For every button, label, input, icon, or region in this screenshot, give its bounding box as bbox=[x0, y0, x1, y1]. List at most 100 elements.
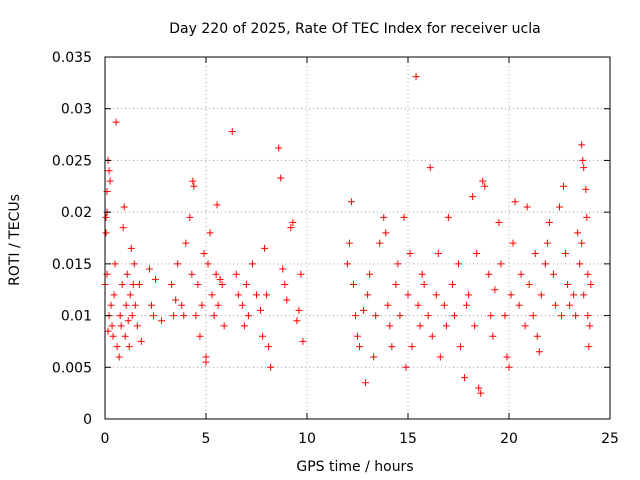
data-point bbox=[261, 244, 269, 252]
data-point bbox=[275, 144, 283, 152]
data-point bbox=[281, 281, 289, 289]
data-point bbox=[408, 343, 416, 351]
data-point bbox=[174, 260, 182, 268]
x-tick-label: 15 bbox=[399, 431, 417, 447]
data-point bbox=[432, 291, 440, 299]
data-point bbox=[380, 213, 388, 221]
data-point bbox=[566, 301, 574, 309]
y-tick-label: 0.035 bbox=[52, 50, 92, 66]
data-point bbox=[551, 301, 559, 309]
data-point bbox=[457, 343, 465, 351]
data-point bbox=[444, 213, 452, 221]
y-tick-label: 0 bbox=[83, 412, 92, 428]
data-point bbox=[299, 337, 307, 345]
data-point bbox=[137, 337, 145, 345]
data-point bbox=[491, 286, 499, 294]
data-point bbox=[220, 322, 228, 330]
data-point bbox=[360, 306, 368, 314]
data-point bbox=[127, 244, 135, 252]
y-tick-label: 0.015 bbox=[52, 257, 92, 273]
data-point bbox=[120, 203, 128, 211]
x-tick-label: 20 bbox=[500, 431, 518, 447]
data-point bbox=[461, 374, 469, 382]
data-point bbox=[583, 213, 591, 221]
data-point bbox=[396, 312, 404, 320]
data-point bbox=[253, 291, 260, 299]
data-point bbox=[263, 291, 271, 299]
data-point bbox=[505, 363, 513, 371]
data-point bbox=[129, 281, 137, 289]
data-point bbox=[182, 239, 190, 247]
y-axis-title: ROTI / TECUs bbox=[7, 194, 23, 286]
data-point bbox=[576, 260, 584, 268]
data-point bbox=[277, 174, 285, 182]
data-point bbox=[406, 250, 414, 258]
data-point bbox=[477, 389, 485, 397]
data-point bbox=[525, 281, 533, 289]
data-point bbox=[110, 291, 118, 299]
data-point bbox=[213, 201, 221, 209]
data-point bbox=[450, 312, 458, 320]
data-point bbox=[218, 281, 226, 289]
data-point bbox=[128, 312, 136, 320]
data-point bbox=[578, 239, 586, 247]
data-point bbox=[543, 239, 551, 247]
data-point bbox=[436, 353, 444, 361]
data-point bbox=[580, 164, 588, 172]
data-point bbox=[109, 332, 117, 340]
data-point bbox=[414, 301, 422, 309]
data-point bbox=[228, 127, 236, 135]
data-point bbox=[507, 291, 515, 299]
data-point bbox=[168, 281, 176, 289]
data-point bbox=[214, 301, 222, 309]
data-point bbox=[481, 182, 489, 190]
data-point bbox=[123, 270, 131, 278]
y-tick-label: 0.02 bbox=[61, 205, 92, 221]
data-point bbox=[242, 281, 250, 289]
data-point bbox=[479, 177, 487, 185]
data-point bbox=[465, 291, 473, 299]
data-point bbox=[584, 312, 592, 320]
data-point bbox=[564, 281, 572, 289]
data-point bbox=[107, 301, 115, 309]
data-point bbox=[200, 250, 208, 258]
data-point bbox=[240, 322, 248, 330]
data-point bbox=[469, 193, 477, 201]
data-point bbox=[189, 177, 197, 185]
data-point bbox=[289, 218, 297, 226]
data-point bbox=[556, 203, 563, 211]
data-point bbox=[584, 270, 592, 278]
data-point bbox=[122, 301, 130, 309]
data-point bbox=[471, 322, 479, 330]
data-point bbox=[170, 312, 178, 320]
data-point bbox=[366, 270, 374, 278]
data-point bbox=[265, 343, 273, 351]
data-point bbox=[297, 270, 305, 278]
data-point bbox=[372, 312, 380, 320]
data-point bbox=[117, 322, 125, 330]
data-point bbox=[126, 291, 134, 299]
data-point bbox=[455, 260, 462, 268]
data-point bbox=[535, 348, 543, 356]
data-point bbox=[354, 332, 361, 340]
data-point bbox=[549, 270, 557, 278]
x-tick-label: 25 bbox=[601, 431, 619, 447]
data-point bbox=[158, 317, 166, 325]
y-tick-label: 0.01 bbox=[61, 309, 92, 325]
data-point bbox=[345, 239, 353, 247]
data-point bbox=[585, 343, 593, 351]
data-point bbox=[106, 177, 114, 185]
data-point bbox=[104, 327, 112, 335]
data-point bbox=[186, 213, 194, 221]
data-point bbox=[111, 260, 119, 268]
data-point bbox=[537, 291, 545, 299]
data-point bbox=[267, 363, 275, 371]
data-point bbox=[386, 322, 394, 330]
data-point bbox=[473, 250, 481, 258]
data-point bbox=[212, 270, 220, 278]
data-point bbox=[356, 343, 364, 351]
data-point bbox=[497, 260, 505, 268]
x-axis-title: GPS time / hours bbox=[296, 459, 413, 475]
data-point bbox=[382, 229, 390, 237]
data-point bbox=[118, 281, 126, 289]
